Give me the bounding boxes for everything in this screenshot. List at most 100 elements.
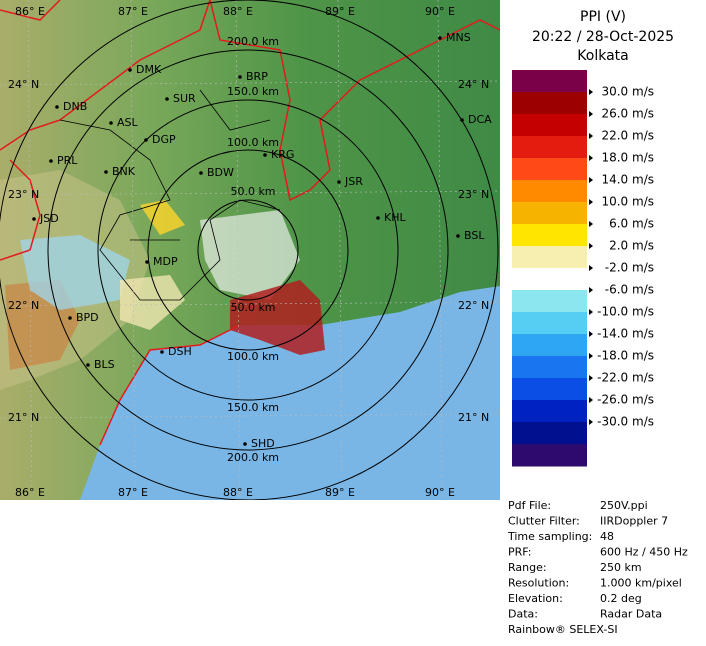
info-label: Time sampling: [507, 530, 592, 543]
legend-label: 26.0 m/s [601, 107, 654, 121]
legend-tick [589, 133, 593, 139]
station-dot [456, 234, 460, 238]
station-label: MDP [153, 255, 178, 268]
ring-label: 100.0 km [227, 136, 279, 149]
station-label: DCA [468, 113, 492, 126]
station-label: BPD [76, 311, 99, 324]
station-dot [160, 350, 164, 354]
info-value: 0.2 deg [600, 592, 642, 605]
legend-label: -6.0 m/s [605, 283, 654, 297]
longitude-label: 89° E [325, 5, 355, 18]
legend-swatch [512, 422, 587, 445]
legend-label: 2.0 m/s [609, 239, 654, 253]
info-panel: Pdf File: 250V.ppi Clutter Filter: IIRDoppl… [507, 499, 688, 636]
legend-label: 22.0 m/s [601, 129, 654, 143]
legend-swatch [512, 136, 587, 159]
station-dot [337, 180, 341, 184]
ring-label: 100.0 km [227, 350, 279, 363]
latitude-label: 21° N [8, 411, 39, 424]
legend-tick [589, 375, 593, 381]
legend-tick [589, 397, 593, 403]
station-dot [144, 138, 148, 142]
info-value: 48 [600, 530, 614, 543]
station-label: BNK [112, 165, 136, 178]
legend-tick [589, 221, 593, 227]
legend-tick [589, 309, 593, 315]
legend-swatch [512, 70, 587, 93]
ring-label: 200.0 km [227, 35, 279, 48]
longitude-label: 87° E [118, 5, 148, 18]
longitude-label: 89° E [325, 486, 355, 499]
station-dot [109, 121, 113, 125]
meridian [27, 0, 33, 501]
longitude-label: 90° E [425, 5, 455, 18]
latitude-label: 24° N [8, 78, 39, 91]
legend-tick [589, 419, 593, 425]
legend-label: 30.0 m/s [601, 85, 654, 99]
info-label: Pdf File: [508, 499, 551, 512]
color-legend: 30.0 m/s 26.0 m/s 22.0 m/s 18.0 m/s 14.0 m/s… [512, 70, 654, 467]
ring-label: 150.0 km [227, 401, 279, 414]
station-dot [104, 170, 108, 174]
location: Kolkata [577, 48, 628, 64]
parallel [0, 301, 501, 307]
range-ring [97, 99, 399, 401]
info-value: 250 km [600, 561, 642, 574]
legend-tick [589, 155, 593, 161]
longitude-label: 88° E [223, 486, 253, 499]
legend-swatch [512, 268, 587, 291]
station-label: ASL [117, 116, 139, 129]
station-label: DSH [168, 345, 192, 358]
legend-label: -22.0 m/s [597, 371, 654, 385]
ring-label: 150.0 km [227, 85, 279, 98]
station-dot [49, 159, 53, 163]
station-label: SHD [251, 437, 275, 450]
legend-swatch [512, 356, 587, 379]
legend-label: -30.0 m/s [597, 415, 654, 429]
range-ring [197, 199, 299, 301]
station-dot [438, 36, 442, 40]
legend-label: 18.0 m/s [601, 151, 654, 165]
clutter [200, 210, 300, 300]
station-label: BDW [207, 166, 234, 179]
legend-swatch [512, 202, 587, 225]
station-dot [55, 105, 59, 109]
sundarbans-echo [230, 280, 325, 355]
legend-tick [589, 243, 593, 249]
station-label: BRP [246, 70, 268, 83]
station-dot [68, 316, 72, 320]
station-dot [238, 75, 242, 79]
longitude-label: 88° E [223, 5, 253, 18]
district-boundary [59, 89, 281, 301]
legend-tick [589, 199, 593, 205]
legend-tick [589, 265, 593, 271]
info-value: IIRDoppler 7 [600, 515, 668, 528]
latitude-label: 21° N [458, 411, 489, 424]
info-label: PRF: [508, 546, 531, 559]
info-label: Resolution: [508, 577, 569, 590]
info-label: Data: [508, 608, 538, 621]
latitude-label: 23° N [458, 188, 489, 201]
legend-swatch [512, 158, 587, 181]
meridian [130, 0, 136, 501]
legend-tick [589, 287, 593, 293]
station-dot [376, 216, 380, 220]
longitude-label: 90° E [425, 486, 455, 499]
legend-tick [589, 177, 593, 183]
legend-label: -18.0 m/s [597, 349, 654, 363]
station-label: PRL [57, 154, 78, 167]
legend-swatch [512, 114, 587, 137]
longitude-label: 86° E [15, 5, 45, 18]
parallel [0, 190, 501, 196]
latitude-label: 22° N [8, 299, 39, 312]
legend-tick [589, 331, 593, 337]
station-dot [199, 171, 203, 175]
info-value: 1.000 km/pixel [600, 577, 682, 590]
parallel [0, 413, 501, 419]
station-dot [460, 118, 464, 122]
parallel [0, 80, 501, 86]
blank-area [0, 500, 500, 642]
legend-label: -14.0 m/s [597, 327, 654, 341]
legend-tick [589, 89, 593, 95]
